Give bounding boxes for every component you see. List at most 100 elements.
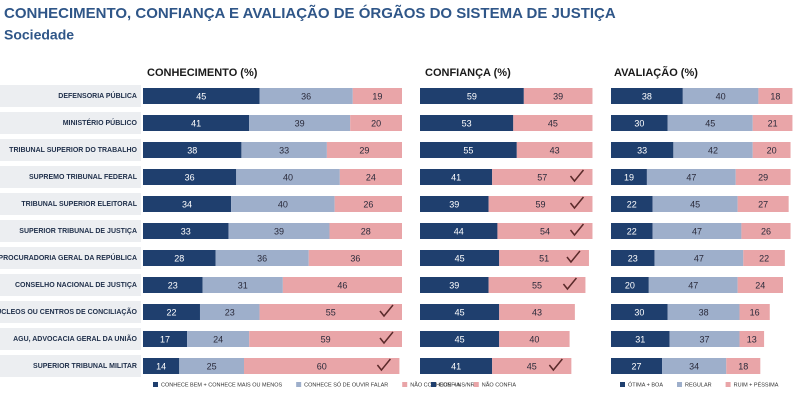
value-label: 44 (454, 226, 464, 236)
bar-segment (611, 304, 668, 320)
bar-segment (492, 169, 593, 185)
legend-label: RUIM + PÉSSIMA (734, 381, 779, 388)
bar-segment (420, 331, 500, 347)
value-label: 27 (758, 199, 768, 209)
row-label: AGU, ADVOCACIA GERAL DA UNIÃO (13, 334, 137, 343)
bar-segment (420, 223, 498, 239)
value-label: 24 (755, 280, 765, 290)
bar-segment (228, 223, 330, 239)
legend-label: ÓTIMA + BOA (628, 381, 663, 388)
value-label: 45 (705, 118, 715, 128)
value-label: 23 (628, 253, 638, 263)
check-icon (566, 250, 581, 264)
value-label: 54 (540, 226, 550, 236)
value-label: 55 (326, 307, 336, 317)
check-icon (562, 277, 578, 291)
bar-segment (737, 196, 789, 212)
legend-swatch (296, 382, 302, 387)
bar-segment (187, 331, 250, 347)
value-label: 45 (548, 118, 558, 128)
bar-segment (259, 304, 402, 320)
value-label: 29 (758, 172, 768, 182)
bar-segment (143, 331, 188, 347)
bar-segment (667, 304, 740, 320)
value-label: 16 (750, 307, 760, 317)
value-label: 59 (467, 91, 477, 101)
bar-segment (735, 169, 791, 185)
value-label: 34 (689, 361, 699, 371)
bar-segment (143, 277, 203, 293)
value-label: 39 (553, 91, 563, 101)
bar-segment (179, 358, 245, 374)
bar-segment (143, 88, 260, 104)
bar-segment (420, 304, 500, 320)
bar-segment (236, 169, 340, 185)
bar-segment (244, 358, 400, 374)
bar-segment (339, 169, 402, 185)
row-label-bg (0, 328, 141, 350)
value-label: 34 (182, 199, 192, 209)
bar-segment (726, 358, 761, 374)
panel-title: CONFIANÇA (%) (425, 67, 511, 79)
bar-segment (667, 115, 753, 131)
legend-swatch (725, 382, 731, 387)
value-label: 60 (317, 361, 327, 371)
value-label: 43 (550, 145, 560, 155)
bar-segment (611, 250, 655, 266)
bar-segment (611, 115, 668, 131)
value-label: 36 (257, 253, 267, 263)
value-label: 38 (699, 307, 709, 317)
value-label: 27 (632, 361, 642, 371)
legend-swatch (473, 382, 479, 387)
bar-segment (739, 304, 770, 320)
bar-segment (488, 277, 586, 293)
value-label: 59 (536, 199, 546, 209)
bar-segment (420, 115, 514, 131)
legend-swatch (677, 382, 682, 387)
value-label: 31 (238, 280, 248, 290)
value-label: 28 (361, 226, 371, 236)
bar-segment (611, 358, 663, 374)
check-icon (376, 358, 391, 372)
value-label: 42 (708, 145, 718, 155)
panel-title: AVALIAÇÃO (%) (614, 66, 698, 79)
legend-label: CONHECE SÓ DE OUVIR FALAR (304, 381, 388, 388)
value-label: 47 (686, 172, 696, 182)
bar-segment (215, 250, 309, 266)
bar-segment (352, 88, 402, 104)
bar-segment (143, 169, 237, 185)
value-label: 31 (635, 334, 645, 344)
bar-segment (662, 358, 727, 374)
value-label: 59 (321, 334, 331, 344)
value-label: 45 (455, 334, 465, 344)
bar-segment (516, 142, 593, 158)
value-label: 51 (539, 253, 549, 263)
bar-segment (611, 88, 683, 104)
bar-segment (758, 88, 793, 104)
bar-segment (673, 142, 753, 158)
check-icon (569, 223, 585, 237)
bar-segment (143, 115, 250, 131)
bar-segment (241, 142, 327, 158)
bar-segment (739, 331, 765, 347)
page-title: CONHECIMENTO, CONFIANÇA E AVALIAÇÃO DE Ó… (4, 4, 616, 22)
legend-label: NÃO CONHECE + NS/NR (410, 381, 474, 388)
row-label: MINISTÉRIO PÚBLICO (63, 118, 138, 127)
legend-label: CONFIA (439, 382, 460, 388)
value-label: 23 (225, 307, 235, 317)
bar-segment (350, 115, 402, 131)
row-label-bg (0, 112, 141, 134)
value-label: 55 (532, 280, 542, 290)
bar-segment (648, 277, 738, 293)
bar-segment (143, 142, 242, 158)
value-label: 47 (688, 280, 698, 290)
bar-segment (420, 250, 500, 266)
bar-segment (420, 277, 489, 293)
bar-segment (308, 250, 402, 266)
bar-segment (654, 250, 744, 266)
legend-swatch (431, 382, 436, 387)
value-label: 33 (181, 226, 191, 236)
bar-segment (737, 277, 783, 293)
value-label: 13 (747, 334, 757, 344)
value-label: 41 (191, 118, 201, 128)
